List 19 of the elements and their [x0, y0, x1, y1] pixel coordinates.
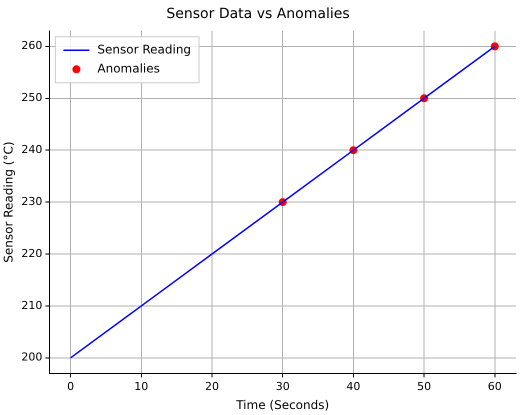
y-tick-label: 220 [21, 246, 42, 260]
x-tick-label: 30 [276, 380, 290, 393]
x-tick-label: 60 [488, 380, 502, 393]
x-tick-label: 40 [346, 380, 360, 393]
chart-title: Sensor Data vs Anomalies [166, 6, 350, 22]
y-tick-label: 250 [21, 91, 42, 104]
legend-label: Sensor Reading [97, 42, 192, 56]
y-tick-label: 200 [21, 350, 42, 364]
legend-label: Anomalies [97, 61, 160, 76]
x-tick-label: 50 [417, 380, 432, 393]
y-tick-label: 240 [21, 143, 42, 156]
x-axis-title: Time (Seconds) [235, 398, 330, 412]
x-tick-label: 0 [67, 380, 74, 393]
x-tick-label: 20 [205, 380, 219, 393]
y-tick-label: 230 [21, 194, 42, 208]
x-tick-label: 10 [134, 380, 148, 393]
y-axis-title: Sensor Reading (°C) [1, 141, 16, 263]
y-tick-label: 210 [21, 298, 42, 312]
y-tick-label: 260 [21, 39, 42, 52]
